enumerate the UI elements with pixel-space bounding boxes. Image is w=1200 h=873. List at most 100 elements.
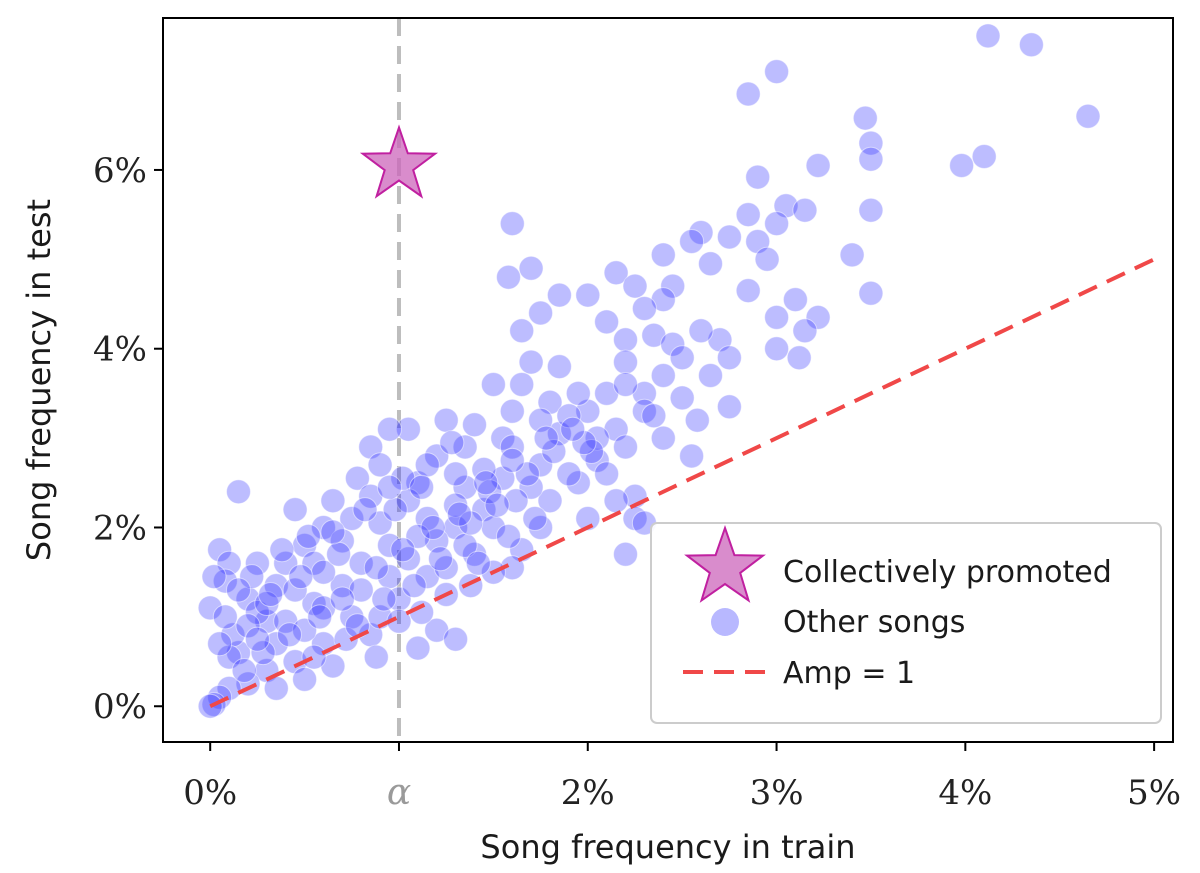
song-point <box>660 331 686 357</box>
song-point <box>650 287 676 313</box>
song-point <box>631 296 657 321</box>
song-point <box>473 470 499 496</box>
song-point <box>575 282 601 308</box>
song-point <box>382 497 408 523</box>
song-point <box>669 385 695 411</box>
song-point <box>414 452 440 478</box>
song-point <box>518 349 544 375</box>
song-point <box>433 407 459 433</box>
song-point <box>764 304 790 330</box>
song-point <box>231 658 257 683</box>
song-point <box>764 336 790 362</box>
song-point <box>288 564 314 590</box>
song-point <box>499 398 525 424</box>
song-point <box>292 666 318 692</box>
song-point <box>301 550 327 576</box>
song-point <box>480 372 506 397</box>
song-point <box>358 483 384 509</box>
song-point <box>395 416 421 442</box>
song-point <box>239 564 265 590</box>
song-point <box>754 246 780 272</box>
song-point <box>1018 32 1044 58</box>
song-point <box>401 573 427 599</box>
song-point <box>650 242 676 268</box>
song-point <box>446 501 472 527</box>
song-point <box>613 541 638 567</box>
song-point <box>352 497 378 523</box>
song-point <box>571 430 597 456</box>
song-point <box>301 644 327 670</box>
song-point <box>443 626 469 652</box>
song-point <box>792 197 818 223</box>
song-point <box>533 425 559 451</box>
song-point <box>226 479 251 505</box>
song-point <box>641 403 667 429</box>
plot-area <box>197 18 1155 742</box>
song-point <box>613 434 638 460</box>
song-point <box>390 537 416 563</box>
x-tick-label: 2% <box>561 773 615 813</box>
song-point <box>716 345 742 371</box>
song-point <box>282 577 308 603</box>
song-point <box>496 523 521 549</box>
song-point <box>320 488 346 514</box>
song-point <box>679 229 705 254</box>
song-point <box>594 380 620 406</box>
song-point <box>546 354 572 380</box>
song-point <box>244 550 270 576</box>
song-point <box>263 631 289 657</box>
song-point <box>344 465 370 491</box>
song-point <box>282 497 308 523</box>
song-point <box>764 211 790 237</box>
song-point <box>805 153 831 178</box>
song-point <box>660 273 686 299</box>
song-point <box>326 541 352 567</box>
legend-dot-marker <box>711 608 739 636</box>
song-point <box>405 635 431 661</box>
legend-label-other: Other songs <box>783 605 965 640</box>
song-point <box>250 640 276 666</box>
song-point <box>622 273 648 299</box>
x-axis-ticks: 0% α 2% 3% 4% 5% <box>183 742 1181 813</box>
song-point <box>244 626 270 652</box>
song-point <box>584 425 610 451</box>
song-point <box>329 573 355 599</box>
song-point <box>541 439 567 464</box>
legend-box <box>650 522 1162 724</box>
legend-label-amp: Amp = 1 <box>783 656 915 691</box>
song-point <box>367 452 393 478</box>
song-point <box>1075 103 1101 129</box>
song-point <box>363 555 389 581</box>
song-point <box>698 251 723 277</box>
song-point <box>852 105 878 131</box>
song-point <box>503 488 529 514</box>
song-point <box>320 519 346 545</box>
song-point <box>499 447 525 473</box>
song-point <box>207 537 233 563</box>
song-point <box>528 452 554 478</box>
song-point <box>465 550 491 576</box>
song-point <box>565 470 591 496</box>
song-point <box>269 537 295 563</box>
other-songs-points <box>197 23 1101 719</box>
x-tick-label: 3% <box>750 773 804 813</box>
legend-label-promoted: Collectively promoted <box>783 555 1112 590</box>
song-point <box>420 515 446 540</box>
y-axis-ticks: 0% 2% 4% 6% <box>93 151 163 727</box>
song-point <box>613 372 638 397</box>
legend-star-marker <box>684 524 766 603</box>
y-axis-label: Song frequency in test <box>20 199 58 561</box>
song-point <box>201 564 227 590</box>
amp-1-reference-line <box>209 257 1155 709</box>
song-point <box>439 430 465 456</box>
song-point <box>212 604 238 630</box>
song-point <box>295 523 321 549</box>
y-tick-label: 2% <box>93 508 147 548</box>
plot-frame <box>162 17 1174 743</box>
song-point <box>839 242 865 268</box>
song-point <box>329 586 355 612</box>
song-point <box>348 577 374 603</box>
song-point <box>277 622 302 648</box>
song-point <box>594 309 620 335</box>
